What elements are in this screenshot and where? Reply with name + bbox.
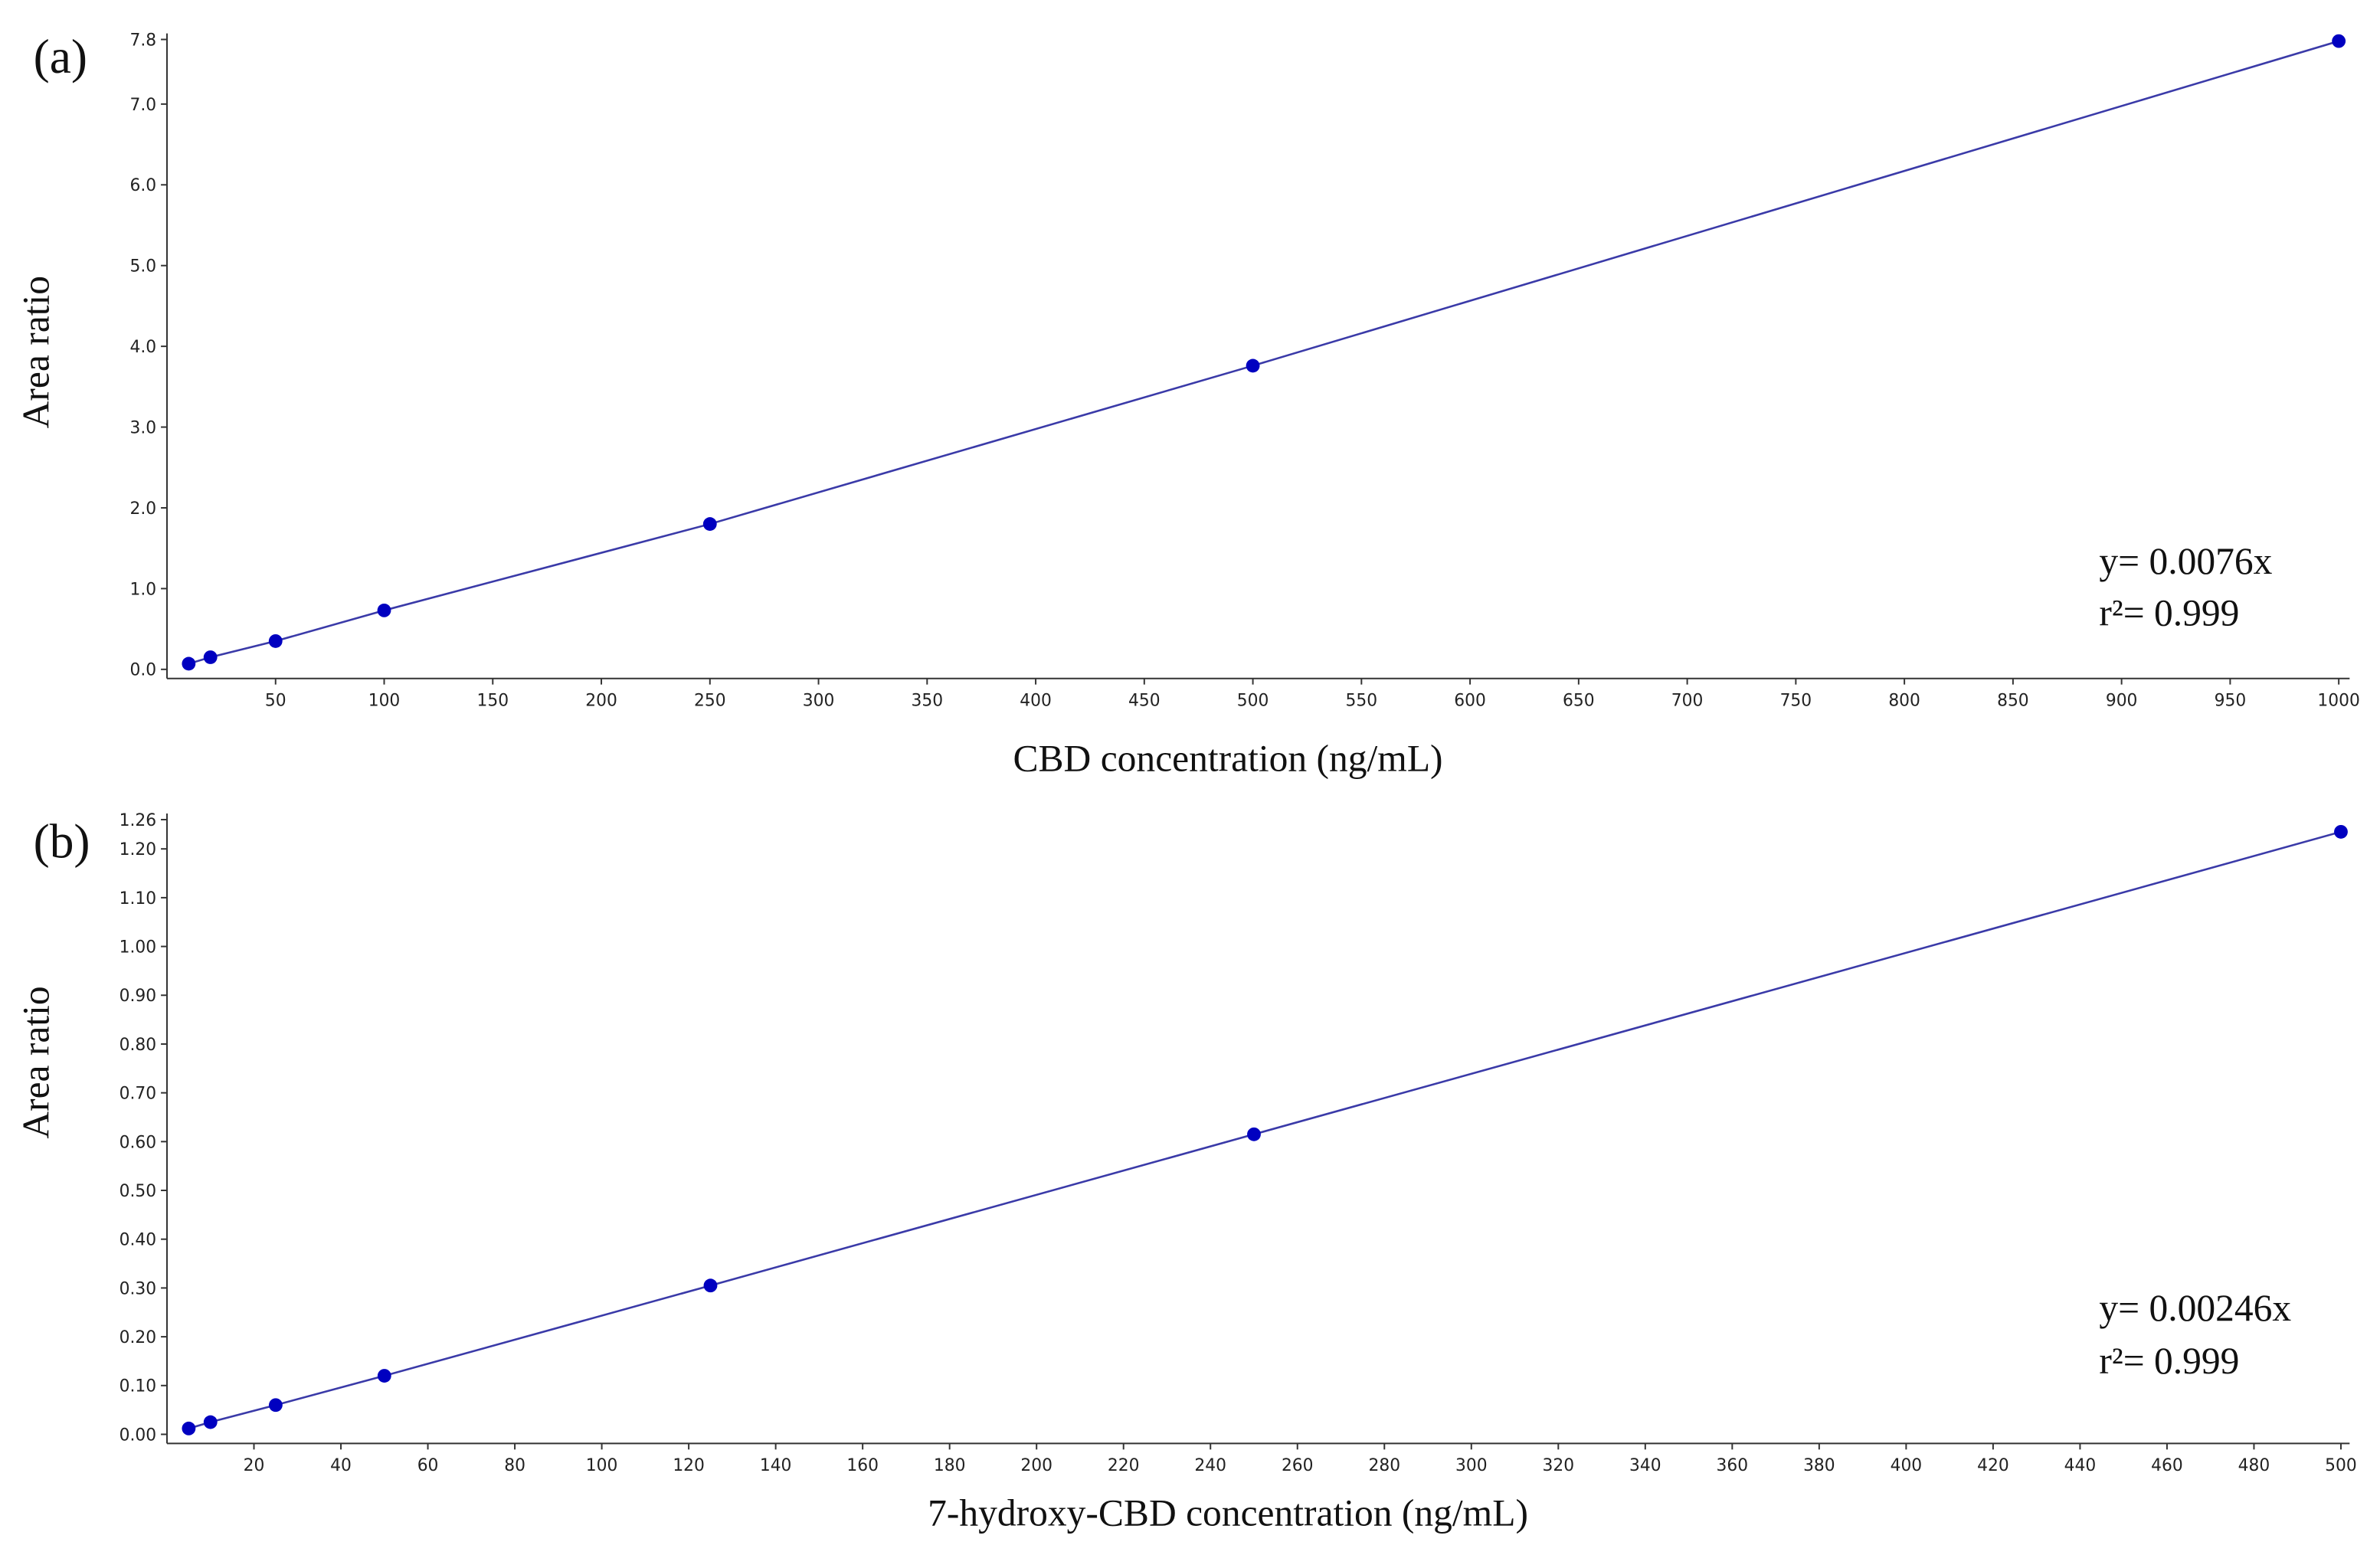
data-point xyxy=(1246,358,1260,373)
data-point xyxy=(268,1398,283,1413)
data-point xyxy=(203,1415,218,1429)
x-tick-label: 700 xyxy=(1671,691,1704,710)
y-tick-label: 0.0 xyxy=(129,661,156,680)
x-tick-label: 500 xyxy=(2325,1456,2357,1475)
x-tick-label: 220 xyxy=(1108,1456,1140,1475)
x-tick-label: 200 xyxy=(1020,1456,1053,1475)
y-tick-label: 4.0 xyxy=(129,338,156,357)
x-tick-label: 380 xyxy=(1803,1456,1835,1475)
y-tick-label: 3.0 xyxy=(129,418,156,437)
x-tick-label: 20 xyxy=(244,1456,265,1475)
y-tick-label: 1.00 xyxy=(119,938,157,958)
x-tick-label: 140 xyxy=(760,1456,792,1475)
panel-label: (b) xyxy=(34,815,90,869)
y-axis-label: Area ratio xyxy=(15,986,57,1138)
annotation: r²= 0.999 xyxy=(2099,591,2239,633)
annotation: r²= 0.999 xyxy=(2099,1340,2239,1382)
fit-line xyxy=(188,40,2339,665)
x-tick-label: 100 xyxy=(586,1456,618,1475)
y-tick-label: 2.0 xyxy=(129,499,156,519)
x-tick-label: 400 xyxy=(1020,691,1052,710)
data-point xyxy=(182,656,196,671)
x-tick-label: 150 xyxy=(476,691,509,710)
x-tick-label: 420 xyxy=(1977,1456,2009,1475)
x-tick-label: 240 xyxy=(1194,1456,1226,1475)
x-tick-label: 280 xyxy=(1368,1456,1400,1475)
x-tick-label: 260 xyxy=(1282,1456,1314,1475)
x-axis-label: CBD concentration (ng/mL) xyxy=(1013,738,1443,780)
annotation: y= 0.00246x xyxy=(2099,1287,2291,1329)
y-tick-label: 0.90 xyxy=(119,987,157,1006)
x-tick-label: 950 xyxy=(2215,691,2247,710)
y-tick-label: 0.60 xyxy=(119,1133,157,1152)
x-tick-label: 340 xyxy=(1629,1456,1661,1475)
x-tick-label: 600 xyxy=(1454,691,1486,710)
data-point xyxy=(703,1278,718,1293)
x-axis-label: 7-hydroxy-CBD concentration (ng/mL) xyxy=(928,1491,1528,1534)
data-point xyxy=(377,1369,391,1383)
x-tick-label: 180 xyxy=(934,1456,966,1475)
x-tick-label: 440 xyxy=(2064,1456,2097,1475)
x-tick-label: 80 xyxy=(504,1456,525,1475)
x-tick-label: 550 xyxy=(1346,691,1378,710)
fit-line xyxy=(188,830,2342,1430)
y-tick-label: 0.10 xyxy=(119,1377,157,1396)
x-tick-label: 1000 xyxy=(2317,691,2359,710)
y-tick-label: 0.40 xyxy=(119,1231,157,1250)
data-point xyxy=(2332,34,2346,48)
x-tick-label: 50 xyxy=(265,691,286,710)
y-axis-label: Area ratio xyxy=(15,276,57,428)
data-point xyxy=(268,634,283,648)
x-tick-label: 120 xyxy=(673,1456,705,1475)
x-tick-label: 450 xyxy=(1128,691,1161,710)
y-tick-label: 6.0 xyxy=(129,176,156,195)
data-point xyxy=(2334,824,2348,839)
y-tick-label: 0.30 xyxy=(119,1279,157,1298)
x-tick-label: 250 xyxy=(694,691,726,710)
y-tick-label: 0.80 xyxy=(119,1036,157,1055)
x-tick-label: 480 xyxy=(2238,1456,2270,1475)
x-tick-label: 350 xyxy=(912,691,944,710)
y-tick-label: 0.50 xyxy=(119,1182,157,1201)
data-point xyxy=(702,517,717,531)
x-tick-label: 100 xyxy=(368,691,401,710)
x-tick-label: 40 xyxy=(330,1456,352,1475)
x-tick-label: 460 xyxy=(2151,1456,2183,1475)
x-tick-label: 800 xyxy=(1888,691,1920,710)
x-tick-label: 750 xyxy=(1780,691,1812,710)
data-point xyxy=(1247,1127,1261,1141)
y-tick-label: 1.10 xyxy=(119,889,157,908)
x-tick-label: 320 xyxy=(1543,1456,1575,1475)
x-tick-label: 850 xyxy=(1997,691,2029,710)
annotation: y= 0.0076x xyxy=(2099,540,2272,582)
x-tick-label: 400 xyxy=(1891,1456,1923,1475)
y-tick-label: 0.00 xyxy=(119,1426,157,1445)
panel-label: (a) xyxy=(34,30,87,83)
x-tick-label: 650 xyxy=(1563,691,1595,710)
x-tick-label: 300 xyxy=(803,691,835,710)
y-tick-label: 1.20 xyxy=(119,840,157,859)
data-point xyxy=(182,1421,196,1436)
x-tick-label: 900 xyxy=(2106,691,2138,710)
y-tick-label: 1.0 xyxy=(129,580,156,599)
x-tick-label: 360 xyxy=(1717,1456,1749,1475)
y-tick-label: 5.0 xyxy=(129,257,156,277)
y-tick-label: 1.26 xyxy=(119,811,157,830)
x-tick-label: 500 xyxy=(1237,691,1269,710)
y-tick-label: 0.70 xyxy=(119,1085,157,1104)
x-tick-label: 160 xyxy=(846,1456,879,1475)
data-point xyxy=(377,603,391,617)
data-point xyxy=(203,650,218,664)
x-tick-label: 60 xyxy=(417,1456,439,1475)
y-tick-label: 0.20 xyxy=(119,1328,157,1347)
x-tick-label: 300 xyxy=(1455,1456,1488,1475)
x-tick-label: 200 xyxy=(585,691,617,710)
y-tick-label: 7.8 xyxy=(129,31,156,50)
y-tick-label: 7.0 xyxy=(129,96,156,115)
